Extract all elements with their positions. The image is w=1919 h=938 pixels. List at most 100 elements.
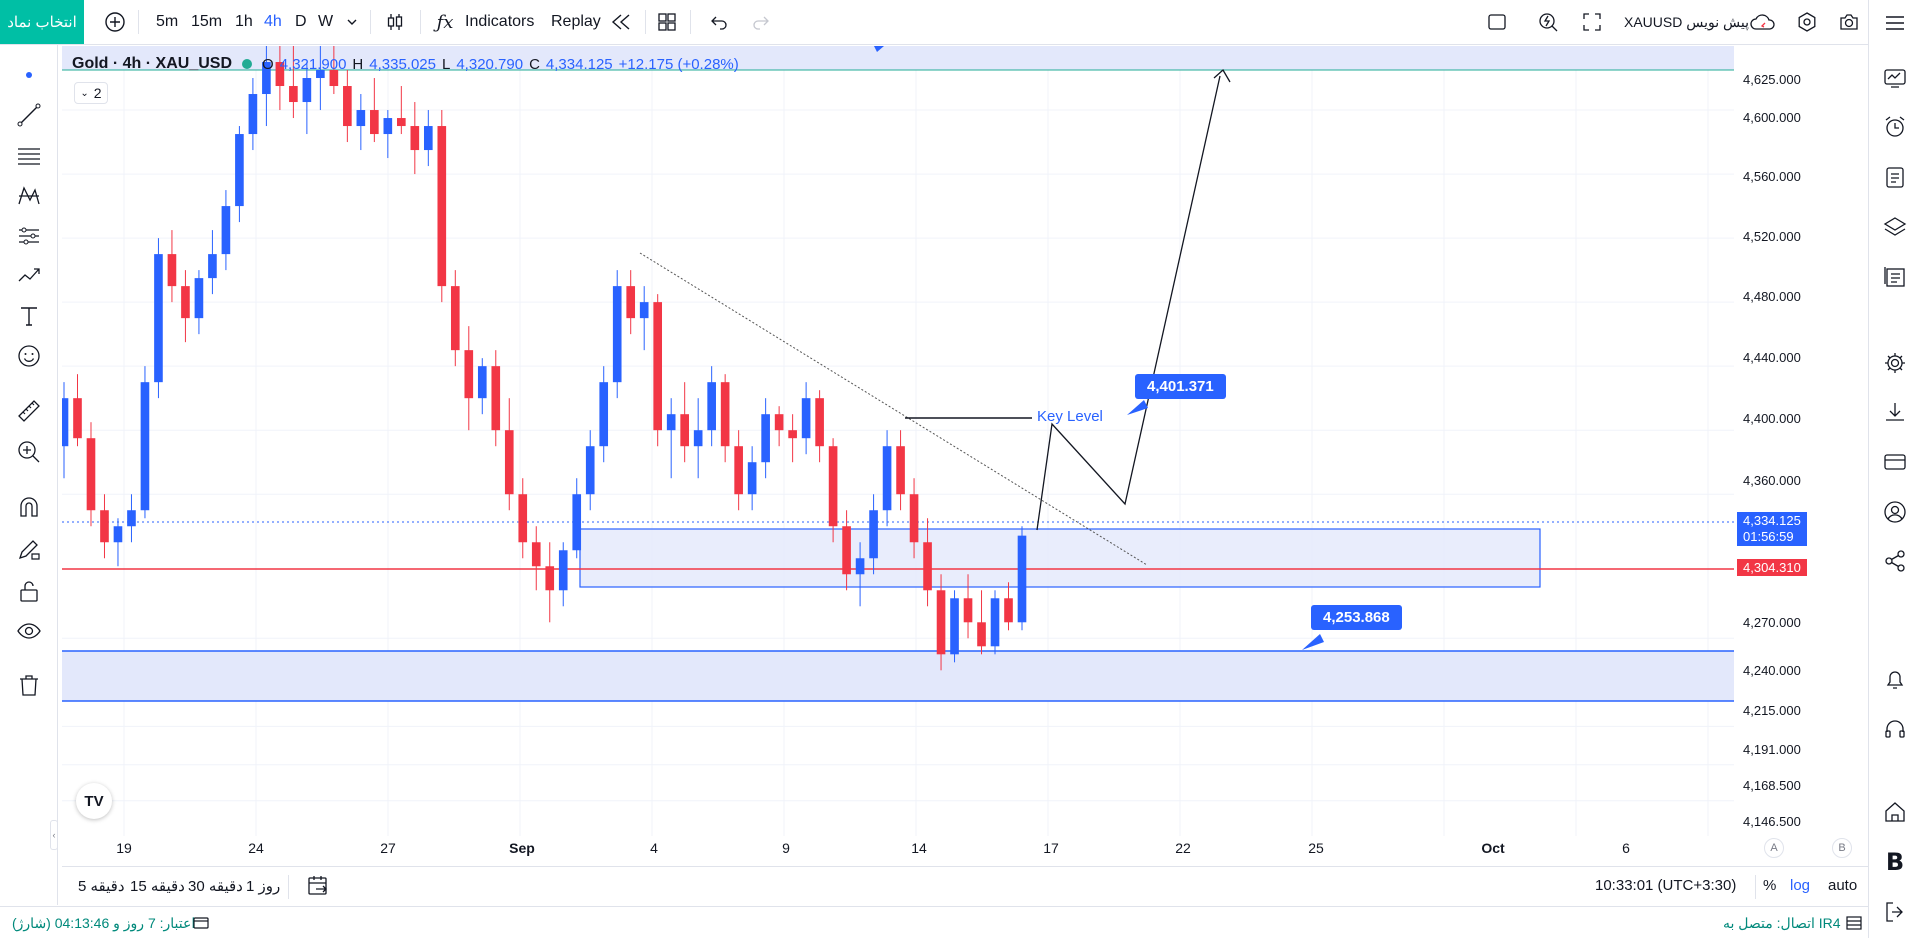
descending-trendline[interactable] <box>639 252 1148 566</box>
brush-icon[interactable] <box>13 260 45 292</box>
candle-body[interactable] <box>585 446 595 495</box>
candle-body[interactable] <box>302 78 312 103</box>
symbol-legend[interactable]: Gold · 4h · XAU_USD O 4,321.900 H 4,335.02… <box>72 55 739 73</box>
candle-body[interactable] <box>707 382 716 431</box>
eye-icon[interactable] <box>13 615 45 647</box>
candle-body[interactable] <box>450 286 460 351</box>
candle-body[interactable] <box>990 598 1000 647</box>
candle-body[interactable] <box>855 558 865 575</box>
candle-body[interactable] <box>842 526 851 575</box>
fullscreen-icon[interactable] <box>1579 9 1605 35</box>
percent-toggle[interactable]: % <box>1763 877 1777 894</box>
layout-icon[interactable] <box>654 9 680 35</box>
candle-body[interactable] <box>423 126 433 151</box>
candle-body[interactable] <box>73 398 82 439</box>
candle-body[interactable] <box>720 382 730 447</box>
interval-d[interactable]: D <box>295 13 307 30</box>
crosshair-icon[interactable] <box>13 59 45 91</box>
candle-body[interactable] <box>882 446 892 511</box>
time-axis[interactable]: 19 24 27 Sep 4 9 14 17 22 25 Oct 6 <box>62 836 1742 862</box>
share-icon[interactable] <box>1880 546 1910 576</box>
bell-icon[interactable] <box>1880 664 1910 694</box>
candle-body[interactable] <box>343 86 352 127</box>
candle-body[interactable] <box>154 254 163 383</box>
candle-body[interactable] <box>572 494 582 551</box>
symbol-select-button[interactable]: انتخاب نماد <box>0 0 84 44</box>
range-1d[interactable]: 1 روز <box>246 878 281 895</box>
candle-body[interactable] <box>788 430 797 439</box>
candle-body[interactable] <box>693 430 703 447</box>
prediction-icon[interactable] <box>13 220 45 252</box>
interval-1h[interactable]: 1h <box>235 13 253 30</box>
candle-body[interactable] <box>626 286 636 319</box>
interval-15m[interactable]: 15m <box>191 13 223 30</box>
candle-body[interactable] <box>100 510 109 543</box>
candle-body[interactable] <box>1004 598 1013 623</box>
magnet-icon[interactable] <box>13 491 45 523</box>
undo-icon[interactable] <box>706 9 732 35</box>
candle-body[interactable] <box>289 86 298 103</box>
candle-body[interactable] <box>370 110 379 135</box>
range-15m[interactable]: 15 دقیقه <box>130 878 185 895</box>
candle-body[interactable] <box>896 446 905 495</box>
candle-body[interactable] <box>653 302 663 431</box>
ruler-icon[interactable] <box>13 395 45 427</box>
cloud-icon[interactable] <box>1748 9 1778 35</box>
top-zone[interactable] <box>62 46 1734 70</box>
candle-body[interactable] <box>950 598 959 655</box>
headset-icon[interactable] <box>1880 714 1910 744</box>
home-icon[interactable] <box>1880 797 1910 827</box>
candle-body[interactable] <box>923 542 932 591</box>
candle-body[interactable] <box>356 110 366 127</box>
pattern-icon[interactable] <box>13 180 45 212</box>
emoji-icon[interactable] <box>13 340 45 372</box>
candle-body[interactable] <box>262 62 271 95</box>
legend-symbol[interactable]: Gold · 4h · XAU_USD <box>72 55 233 72</box>
price-chart[interactable] <box>62 46 1804 862</box>
candle-body[interactable] <box>747 462 757 495</box>
clock-label[interactable]: 10:33:01 (UTC+3:30) <box>1595 877 1737 894</box>
price-axis[interactable]: 4,625.000 4,600.000 4,560.000 4,520.000 … <box>1735 46 1868 862</box>
settings-gear-icon[interactable] <box>1880 348 1910 378</box>
candle-body[interactable] <box>235 134 244 207</box>
candle-body[interactable] <box>680 414 689 447</box>
candle-body[interactable] <box>612 286 622 383</box>
candle-body[interactable] <box>113 526 123 543</box>
candle-body[interactable] <box>62 398 69 447</box>
candle-body[interactable] <box>518 494 528 543</box>
candle-body[interactable] <box>248 94 258 135</box>
pencil-lock-icon[interactable] <box>13 533 45 565</box>
text-icon[interactable] <box>13 300 45 332</box>
candle-body[interactable] <box>275 62 285 87</box>
wallet-icon[interactable] <box>1880 447 1910 477</box>
candle-body[interactable] <box>477 366 487 399</box>
candle-body[interactable] <box>639 302 649 319</box>
log-toggle[interactable]: log <box>1790 877 1811 894</box>
watchlist-icon[interactable] <box>1880 63 1910 93</box>
range-5m[interactable]: 5 دقیقه <box>78 878 125 895</box>
candle-body[interactable] <box>140 382 150 511</box>
target-price-callout[interactable]: 4,401.371 <box>1135 374 1226 399</box>
candle-body[interactable] <box>869 510 878 559</box>
candle-body[interactable] <box>127 510 136 527</box>
candle-body[interactable] <box>558 550 568 591</box>
candle-body[interactable] <box>437 126 447 287</box>
indicator-layers-toggle[interactable]: ⌄ 2 <box>74 82 108 104</box>
candle-body[interactable] <box>464 350 474 399</box>
interval-4h[interactable]: 4h <box>264 13 282 30</box>
range-30m[interactable]: 30 دقیقه <box>188 878 243 895</box>
camera-icon[interactable] <box>1836 9 1862 35</box>
candle-body[interactable] <box>410 126 420 151</box>
support-zone[interactable] <box>62 651 1734 701</box>
candle-body[interactable] <box>167 254 177 287</box>
user-icon[interactable] <box>1880 497 1910 527</box>
candle-body[interactable] <box>599 382 609 447</box>
candle-body[interactable] <box>86 438 96 511</box>
candle-body[interactable] <box>329 70 339 87</box>
candle-body[interactable] <box>545 566 555 591</box>
support-price-callout[interactable]: 4,253.868 <box>1311 605 1402 630</box>
candle-body[interactable] <box>977 622 986 647</box>
candle-body[interactable] <box>383 118 393 135</box>
candle-body[interactable] <box>504 430 514 495</box>
brand-b-icon[interactable]: B <box>1885 848 1905 876</box>
